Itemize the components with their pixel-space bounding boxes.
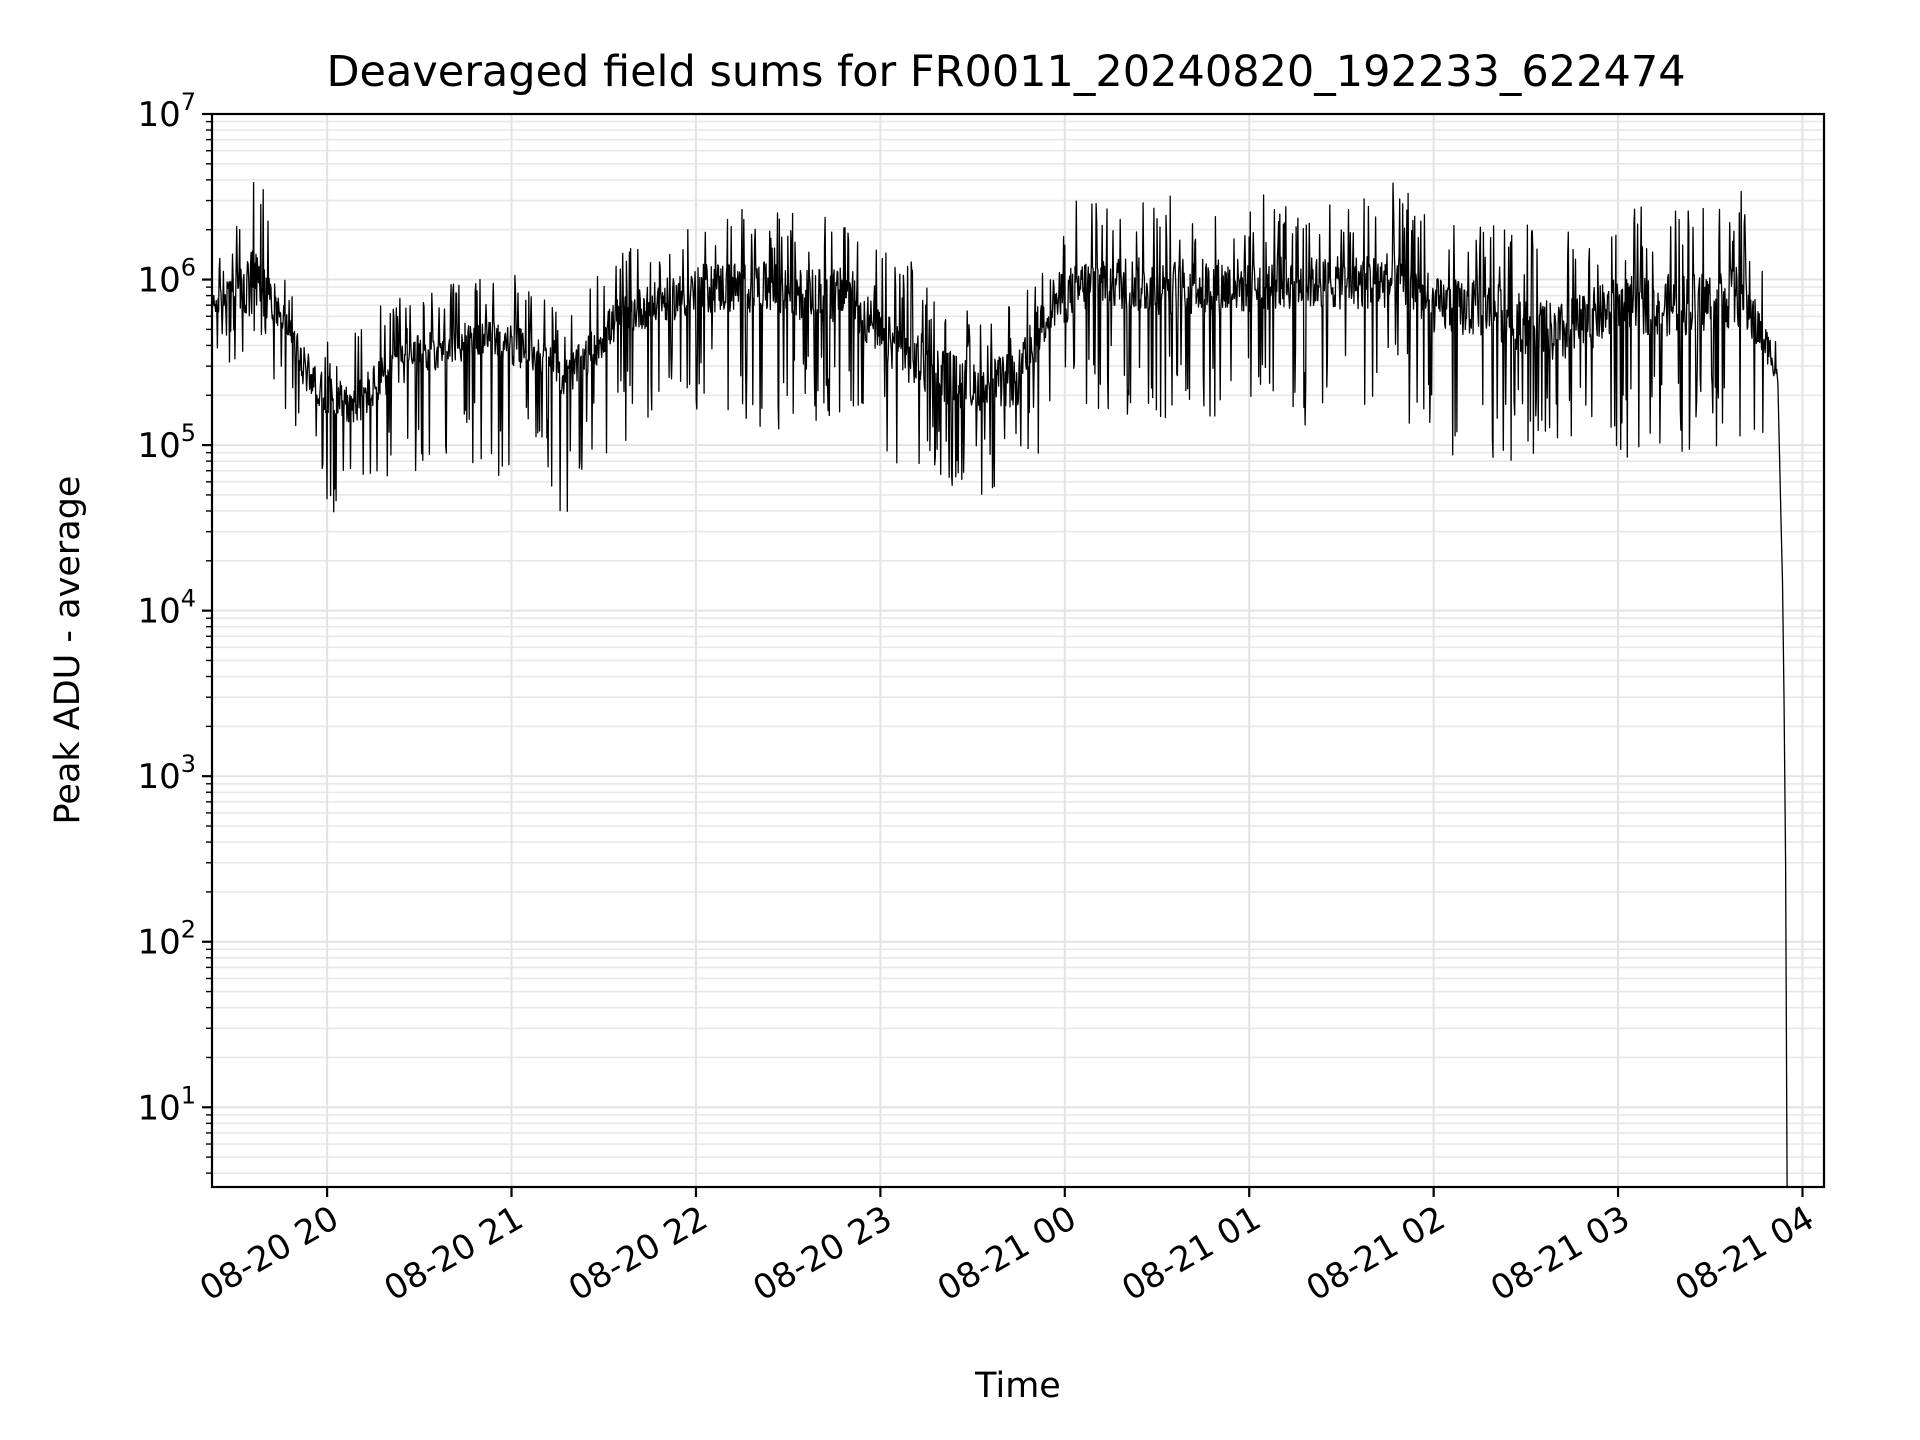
series-line bbox=[211, 181, 1788, 1188]
y-tick-label: 103 bbox=[137, 750, 196, 797]
x-tick-label: 08-20 21 bbox=[378, 1198, 530, 1309]
x-tick-label: 08-20 23 bbox=[746, 1198, 898, 1309]
y-axis: 101 102 103 104 105 106 107 bbox=[137, 88, 212, 1174]
series-layer bbox=[211, 181, 1788, 1188]
x-tick-label: 08-21 03 bbox=[1484, 1198, 1636, 1309]
y-axis-label: Peak ADU - average bbox=[48, 476, 88, 825]
x-tick-label: 08-21 04 bbox=[1669, 1198, 1821, 1309]
x-axis: 08-20 20 08-20 21 08-20 22 08-20 23 08-21 00… bbox=[193, 1187, 1821, 1309]
x-tick-label: 08-20 22 bbox=[562, 1198, 714, 1309]
x-tick-label: 08-21 01 bbox=[1115, 1198, 1267, 1309]
x-tick-label: 08-21 02 bbox=[1300, 1198, 1452, 1309]
y-tick-label: 101 bbox=[137, 1081, 196, 1128]
x-tick-label: 08-20 20 bbox=[193, 1198, 345, 1309]
y-tick-label: 104 bbox=[137, 585, 196, 632]
x-tick-label: 08-21 00 bbox=[931, 1198, 1083, 1309]
y-tick-label: 107 bbox=[137, 88, 196, 135]
x-axis-label: Time bbox=[974, 1366, 1061, 1406]
chart-title: Deaveraged field sums for FR0011_2024082… bbox=[326, 47, 1685, 97]
y-tick-label: 105 bbox=[137, 419, 196, 466]
plot-frame bbox=[210, 112, 1826, 1189]
grid bbox=[212, 113, 1824, 1187]
y-tick-label: 106 bbox=[137, 254, 196, 301]
y-tick-label: 102 bbox=[137, 916, 196, 963]
